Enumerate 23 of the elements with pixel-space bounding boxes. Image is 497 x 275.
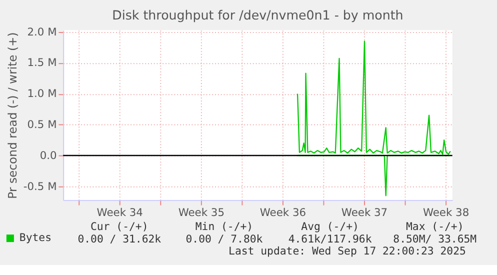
text: Last update: Wed Sep 17 22:00:23 2025 <box>228 244 466 258</box>
x-tick-label: Week 37 <box>341 206 388 219</box>
y-tick-label: 0.5 M <box>27 118 57 131</box>
text: 0.00 / 7.80k <box>186 232 264 246</box>
y-tick-label: 1.5 M <box>27 56 57 70</box>
y-tick-label: 2.0 M <box>27 25 57 38</box>
x-tick-label: Week 36 <box>260 206 306 219</box>
text: 0.00 / 31.62k <box>78 232 162 246</box>
chart-title: Disk throughput for /dev/nvme0n1 - by month <box>112 7 404 22</box>
x-tick-label: Week 38 <box>422 206 470 219</box>
text: Cur (-/+) <box>90 220 148 234</box>
x-tick-label: Week 35 <box>178 206 224 219</box>
text: Avg (-/+) <box>301 220 359 234</box>
text: 4.61k/117.96k <box>288 232 372 246</box>
y-tick-label: 1.0 M <box>27 87 57 100</box>
legend-label: Bytes <box>19 231 52 244</box>
text: Max (-/+) <box>406 220 464 234</box>
y-tick-label: -0.5 M <box>23 180 57 193</box>
text: 8.50M/ 33.65M <box>393 232 477 246</box>
y-axis-title: Pr second read (-) / write (+) <box>6 32 20 199</box>
text: Min (-/+) <box>195 220 254 234</box>
y-tick-label: 0.0 <box>40 148 57 162</box>
x-tick-label: Week 34 <box>96 206 144 219</box>
